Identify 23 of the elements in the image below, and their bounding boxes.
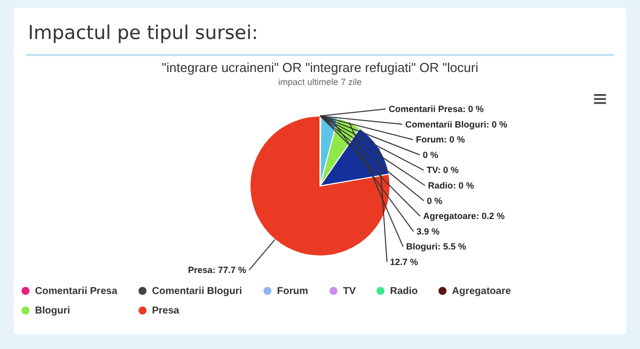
chart-subtitle: impact ultimele 7 zile: [278, 77, 362, 87]
text: TV: 0 %: [426, 165, 459, 176]
data-label: 12.7 %: [390, 257, 418, 267]
data-label: 3.9 %: [416, 226, 440, 236]
data-label: Presa: 77.7 %: [188, 265, 246, 276]
text: Radio: 0 %: [428, 180, 474, 190]
legend-label: Presa: [152, 306, 180, 316]
text: Comentarii Presa: 0 %: [388, 104, 484, 114]
legend-label: Bloguri: [35, 306, 70, 316]
legend-label: TV: [343, 286, 356, 297]
legend-label: Radio: [390, 286, 418, 297]
legend-label: Comentarii Presa: [35, 286, 118, 297]
text: 0 %: [426, 196, 442, 206]
text: Impactul pe tipul sursei:: [28, 22, 258, 44]
text: Forum: 0 %: [416, 134, 465, 145]
text: Comentarii Bloguri: 0 %: [405, 119, 508, 130]
data-label: Agregatoare: 0.2 %: [423, 211, 505, 222]
chart-title: "integrare ucraineni" OR "integrare refugiati" OR "locuri: [162, 60, 478, 75]
legend-label: Agregatoare: [452, 286, 512, 297]
legend-label: Forum: [277, 286, 308, 297]
legend-label: Comentarii Bloguri: [152, 286, 242, 297]
text: 0 %: [422, 150, 438, 160]
data-label: Bloguri: 5.5 %: [406, 242, 466, 252]
